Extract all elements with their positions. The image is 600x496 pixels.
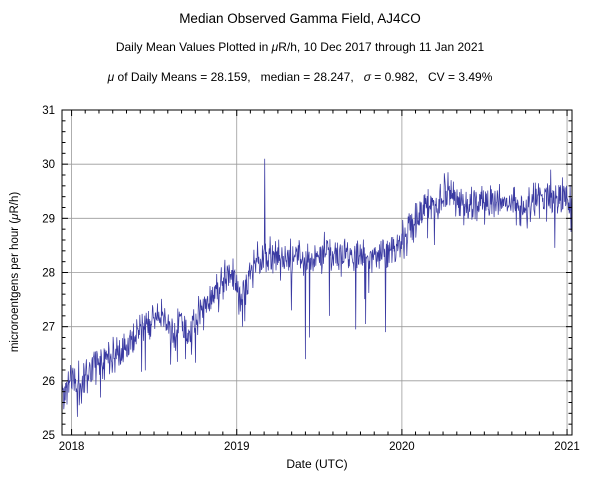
chart-stats-line: μ of Daily Means = 28.159, median = 28.2… <box>0 70 600 84</box>
text-fragment: μ <box>107 70 115 84</box>
data-series-line <box>61 158 573 417</box>
y-tick-label: 30 <box>42 159 55 171</box>
x-tick-label: 2020 <box>389 441 415 453</box>
y-tick-label: 26 <box>42 376 55 388</box>
plot-frame <box>61 109 573 436</box>
text-fragment: μ <box>271 40 279 54</box>
x-tick-label: 2018 <box>59 441 85 453</box>
x-axis-label: Date (UTC) <box>286 457 348 471</box>
chart-subtitle: Daily Mean Values Plotted in μR/h, 10 De… <box>0 40 600 54</box>
y-tick-label: 27 <box>42 322 55 334</box>
x-tick-label: 2021 <box>554 441 580 453</box>
x-tick-label: 2019 <box>224 441 250 453</box>
text-fragment: of Daily Means = 28.159, median = 28.247… <box>114 70 364 84</box>
chart-title: Median Observed Gamma Field, AJ4CO <box>179 11 421 26</box>
y-tick-label: 31 <box>42 105 55 117</box>
text-fragment: Daily Mean Values Plotted in <box>115 40 272 54</box>
y-tick-label: 25 <box>42 430 55 442</box>
y-tick-label: 28 <box>42 268 55 280</box>
y-tick-label: 29 <box>42 213 55 225</box>
text-fragment: R/h, 10 Dec 2017 through 11 Jan 2021 <box>278 40 485 54</box>
text-fragment: = 0.982, CV = 3.49% <box>370 70 493 84</box>
text-fragment: σ <box>363 70 371 84</box>
